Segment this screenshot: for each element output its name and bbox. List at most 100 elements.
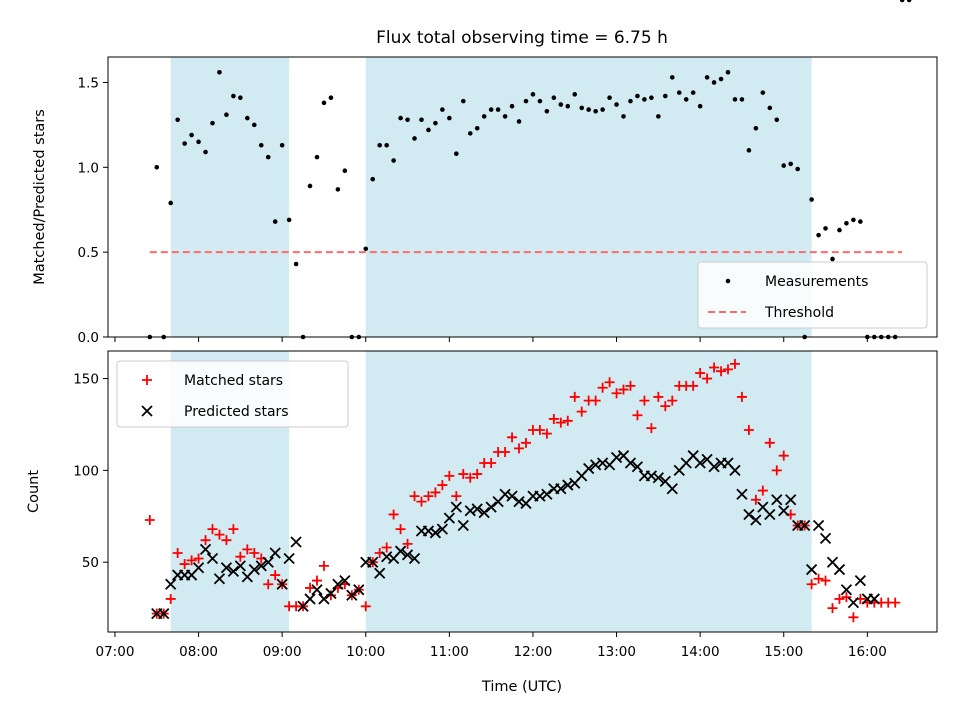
data-point	[367, 556, 379, 568]
data-point	[834, 593, 845, 604]
data-point	[486, 458, 497, 469]
data-point	[262, 556, 274, 568]
data-point	[464, 505, 476, 517]
data-point	[771, 494, 783, 506]
data-point	[688, 380, 699, 391]
data-point	[562, 479, 574, 491]
data-point	[795, 166, 800, 172]
data-point	[186, 555, 197, 566]
data-point	[265, 154, 271, 160]
data-point	[481, 114, 487, 119]
data-point	[806, 579, 817, 590]
data-point	[478, 506, 490, 519]
data-point	[695, 368, 706, 379]
data-point	[458, 469, 469, 480]
x-tick-label: 09:00	[263, 644, 302, 660]
data-point	[530, 92, 536, 97]
data-point	[231, 93, 236, 99]
data-point	[541, 488, 553, 500]
data-point	[596, 457, 609, 469]
data-point	[569, 391, 580, 402]
y-tick-label: 100	[73, 463, 99, 479]
x-tick-label: 08:00	[179, 644, 218, 660]
data-point	[760, 90, 766, 95]
data-point	[718, 76, 724, 82]
legend-box	[116, 360, 349, 428]
data-point	[771, 465, 782, 476]
data-point	[238, 95, 243, 101]
data-point	[642, 97, 647, 102]
data-point	[242, 544, 253, 555]
data-point	[778, 505, 790, 517]
data-point	[360, 601, 371, 612]
data-point	[579, 105, 585, 111]
data-point	[656, 114, 661, 119]
data-point	[541, 428, 552, 439]
data-point	[652, 472, 664, 484]
data-point	[168, 200, 173, 206]
data-point	[514, 443, 525, 454]
data-point	[628, 98, 633, 104]
data-point	[214, 529, 225, 540]
data-point	[736, 488, 748, 500]
data-point	[555, 417, 566, 428]
data-point	[430, 487, 441, 498]
data-point	[506, 490, 518, 502]
data-point	[841, 592, 852, 603]
data-point	[562, 415, 573, 426]
data-point	[499, 488, 511, 500]
data-point	[890, 597, 901, 608]
y-tick-label: 0.5	[78, 245, 99, 261]
data-point	[621, 114, 626, 119]
data-point	[235, 551, 246, 562]
series-predicted-stars	[151, 450, 880, 620]
x-tick-label: 10:00	[346, 644, 385, 660]
legend: Measurements Threshold	[697, 261, 928, 329]
data-point	[409, 491, 420, 502]
data-point	[179, 559, 190, 570]
legend-marker	[141, 405, 153, 417]
x-tick-label: 13:00	[597, 644, 636, 660]
data-point	[402, 538, 413, 549]
data-point	[304, 593, 316, 605]
data-point	[513, 495, 525, 508]
data-point	[809, 197, 814, 202]
data-point	[583, 462, 595, 475]
data-point	[799, 519, 811, 532]
x-tick-label: 15:00	[764, 644, 803, 660]
data-point	[199, 543, 212, 555]
data-point	[220, 562, 233, 574]
data-point	[764, 508, 776, 521]
data-point	[516, 119, 522, 124]
data-point	[690, 90, 696, 95]
data-point	[558, 102, 564, 107]
data-point	[854, 574, 867, 587]
data-point	[844, 221, 849, 226]
data-point	[311, 584, 323, 596]
x-tick-label: 16:00	[848, 644, 887, 660]
data-point	[534, 490, 546, 502]
data-point	[423, 491, 434, 502]
data-point	[394, 545, 407, 557]
data-point	[311, 575, 322, 586]
data-point	[590, 395, 601, 406]
data-point	[436, 523, 449, 535]
data-point	[307, 183, 313, 189]
data-point	[416, 496, 427, 507]
data-point	[346, 589, 358, 601]
data-point	[624, 457, 637, 469]
data-point	[158, 607, 170, 620]
data-point	[444, 470, 455, 481]
data-point	[750, 514, 762, 526]
data-point	[653, 391, 664, 402]
data-point	[388, 509, 399, 520]
data-point	[607, 95, 612, 101]
data-point	[774, 117, 780, 123]
data-point	[502, 114, 508, 119]
series-measurements	[147, 0, 912, 340]
data-point	[290, 536, 302, 548]
data-point	[485, 501, 497, 513]
top-panel-ratio: 0.0 0.5 1.0 1.5 Matched/Predicted stars Measu…	[32, 0, 938, 346]
data-point	[676, 90, 682, 95]
